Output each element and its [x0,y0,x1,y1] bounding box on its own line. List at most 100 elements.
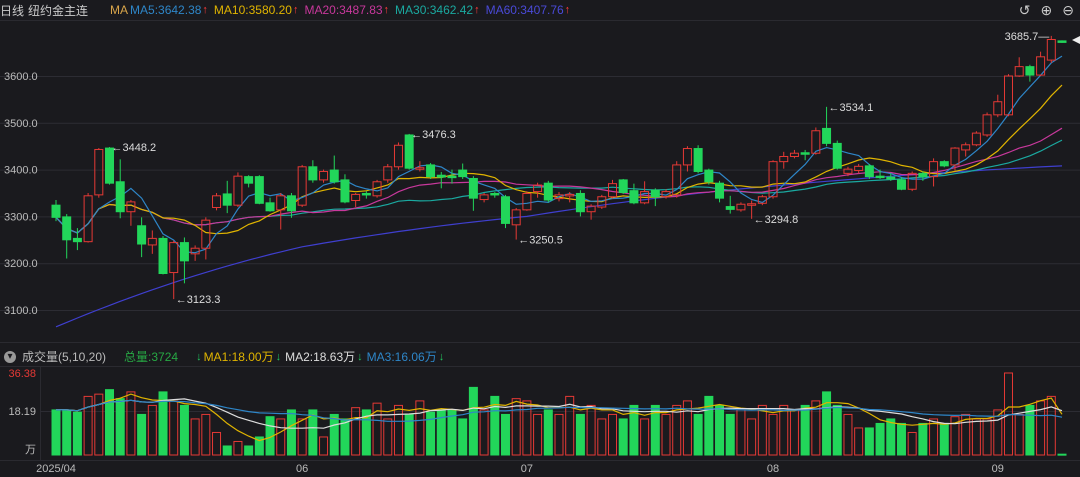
candle-down [158,237,168,274]
volume-bar-down [72,411,82,456]
candle-down [436,174,446,178]
volume-bar-up [929,418,939,456]
candle-up [276,195,286,211]
ma-label: MA [110,3,129,17]
undo-icon[interactable]: ↺ [1018,2,1031,18]
volume-bar-down [725,413,735,456]
candle-up [843,168,853,174]
ma10-value: MA10:3580.20 [213,3,292,17]
candle-down [426,164,436,178]
price-annotation: 3685.7— [1005,31,1050,43]
zoom-out-icon[interactable]: ⊖ [1062,2,1074,18]
volume-bar-up [608,413,618,456]
volume-bar-up [779,404,789,456]
price-annotation: ←3448.2 [112,142,157,154]
price-annotation: ←3476.3 [411,129,456,141]
total-volume: 总量:3724 [124,350,179,364]
arrow-up-icon: ↑ [383,4,390,16]
candle-up [511,209,521,226]
price-annotation: ←3294.8 [754,214,799,226]
candle-up [212,195,222,209]
price-annotation: ←3250.5 [518,235,563,247]
volume-bar-up [233,440,243,456]
candle-up [757,196,767,204]
candle-up [961,144,971,151]
candle-up [83,195,93,243]
volume-bar-down [179,404,189,456]
volume-bar-down [404,413,414,456]
candle-up [789,152,799,157]
volume-bar-down [1025,404,1035,456]
volume-bar-down [158,391,168,456]
volume-bar-up [565,395,575,456]
arrow-up-icon: ↑ [202,4,208,16]
candle-up [950,147,960,166]
volume-bar-up [1046,395,1056,456]
candle-down [800,152,810,155]
candle-up [169,242,179,274]
candle-down [137,225,147,245]
ma30-line [55,139,1063,234]
candle-down [179,242,189,262]
candle-down [51,204,61,218]
candle-down [886,176,896,180]
volume-bar-up [757,404,767,456]
candle-down [1057,40,1067,43]
instrument-name: 纽约金主连 [28,3,89,18]
zoom-in-icon[interactable]: ⊕ [1040,2,1053,18]
candle-down [254,176,264,204]
candle-up [736,203,746,211]
arrow-up-icon: ↑ [292,4,299,16]
volume-ma1-line [56,393,1063,442]
volume-bar-down [896,422,906,456]
volume-bar-down [244,445,254,456]
volume-bar-up [640,418,650,456]
candle-down [875,175,885,179]
candle-down [704,169,714,183]
candle-up [565,193,575,197]
volume-bar-up [372,402,382,456]
volume-bar-up [212,431,222,456]
ma20-value: MA20:3487.83 [304,3,383,17]
volume-bar-up [768,413,778,456]
candle-down [918,172,928,178]
volume-bar-up [736,409,746,456]
volume-bar-down [704,395,714,456]
candle-up [597,196,607,208]
candle-down [404,134,414,169]
volume-bar-up [1003,372,1013,456]
volume-bar-up [511,398,521,456]
arrow-up-icon: ↑ [474,4,480,16]
candle-down [822,127,832,144]
ma10-line [55,84,1063,235]
candle-up [351,193,361,201]
candle-up [1014,66,1024,77]
volume-bar-up [1036,400,1046,456]
candle-down [265,202,275,212]
volume-mid-label: 18.19 [8,406,36,418]
volume-bar-down [500,413,510,456]
volume-bar-down [832,404,842,456]
x-tick-label: 07 [521,463,533,475]
candle-up [383,166,393,181]
volume-bar-up [415,400,425,456]
candle-up [1046,38,1056,61]
volume-unit-label: 万 [25,444,36,456]
candle-down [105,147,115,184]
volume-ma3-line [56,399,1063,422]
candle-up [982,114,992,136]
x-tick-label: 08 [767,463,779,475]
volume-bar-down [105,389,115,456]
candle-up [190,247,200,255]
volume-bar-up [383,418,393,456]
candle-down [329,169,339,183]
candle-down [864,165,874,178]
collapse-toggle-icon[interactable]: ▾ [4,350,16,363]
candle-down [222,193,232,206]
volume-bar-down [715,404,725,456]
candle-up [929,161,939,178]
candle-down [468,177,478,199]
volume-bar-down [1057,453,1067,456]
volume-bar-up [982,418,992,456]
